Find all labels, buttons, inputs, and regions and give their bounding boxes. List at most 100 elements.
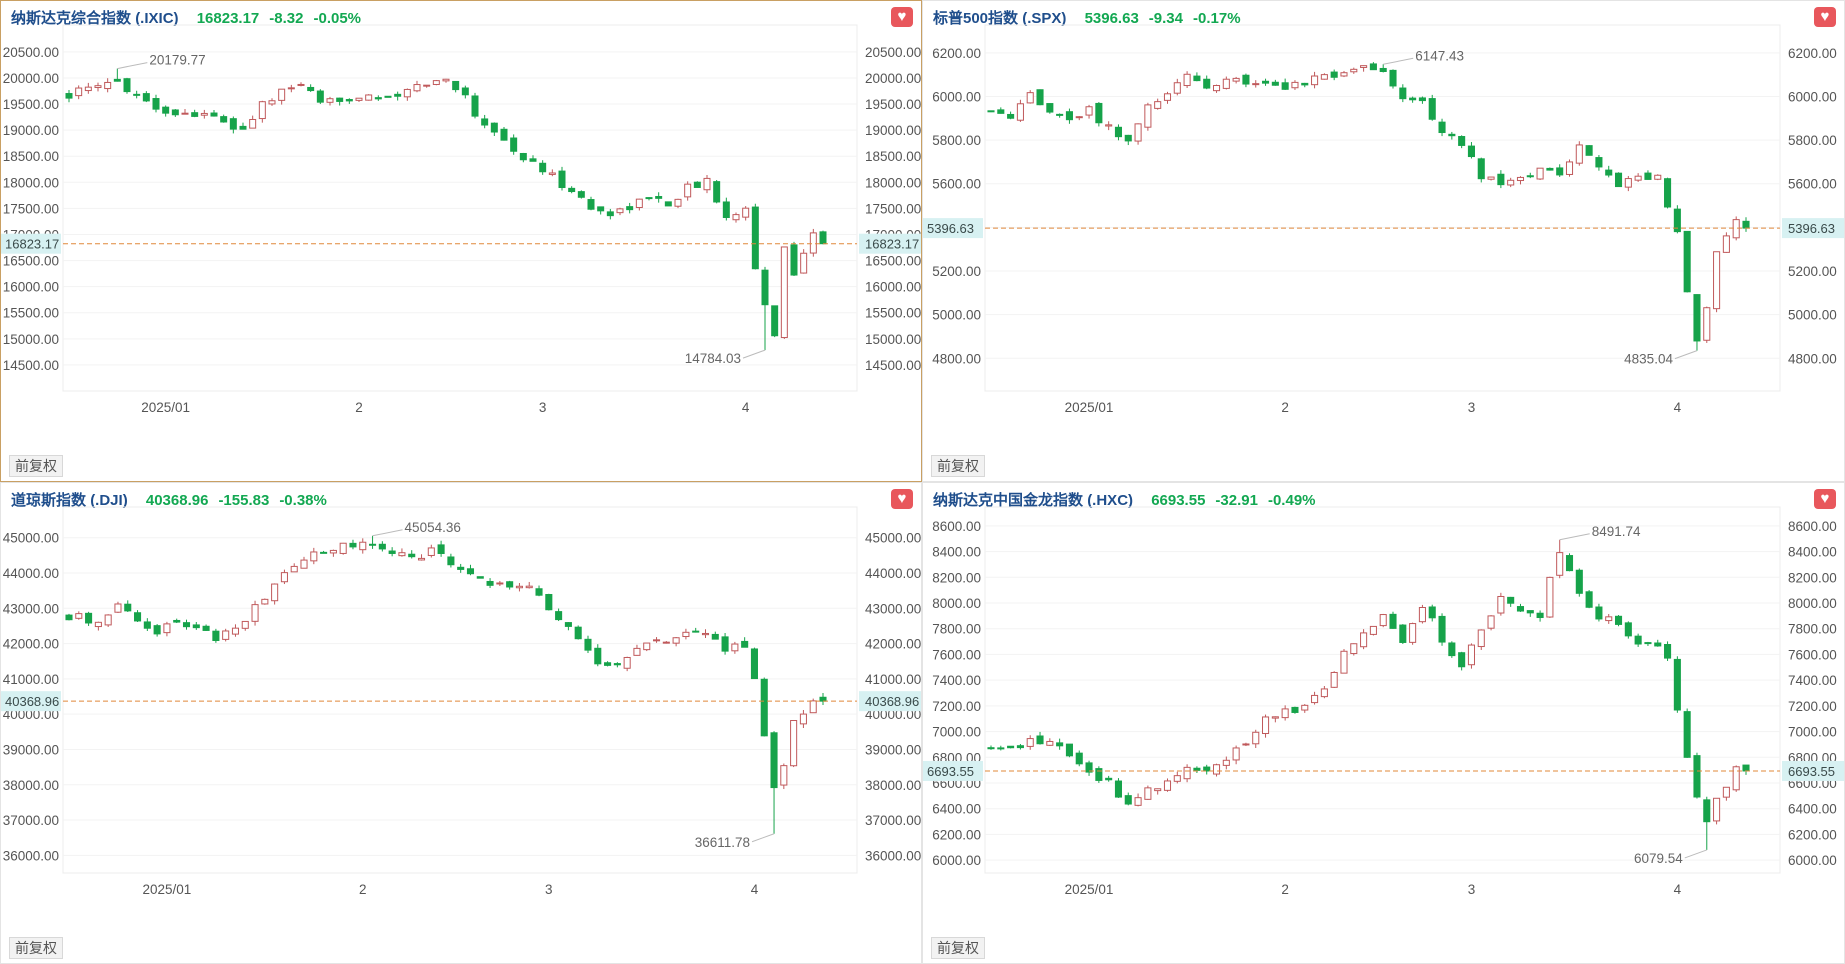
index-change: -8.32 — [269, 10, 304, 27]
chart-panel-dji[interactable]: 道琼斯指数 (.DJI) 40368.96 -155.83 -0.38% ♥ 450… — [0, 482, 922, 964]
x-tick: 4 — [1674, 400, 1682, 415]
current-price-right: 16823.17 — [865, 237, 919, 252]
adjust-button[interactable]: 前复权 — [9, 937, 63, 959]
adjust-button[interactable]: 前复权 — [931, 455, 985, 477]
candlestick-chart: 6200.00 6200.00 6000.00 6000.00 5800.00 5800.… — [923, 24, 1844, 415]
low-pointer — [1674, 350, 1698, 360]
candle-body — [1281, 708, 1289, 719]
index-name: 标普500指数 — [933, 10, 1019, 27]
candle-body — [1105, 124, 1113, 127]
candle-body — [1673, 658, 1681, 711]
candle-body — [819, 231, 827, 245]
candle-body — [1722, 235, 1730, 253]
candle-body — [476, 576, 484, 579]
y-tick-left: 44000.00 — [3, 566, 59, 581]
candle-body — [770, 732, 778, 789]
y-tick-right: 7200.00 — [1788, 699, 1837, 714]
candle-body — [65, 614, 73, 621]
candle-body — [316, 90, 324, 103]
candle-body — [1330, 71, 1338, 78]
y-tick-left: 18500.00 — [3, 149, 59, 164]
candle-body — [1311, 694, 1319, 704]
candle-body — [799, 713, 807, 725]
candle-body — [1418, 606, 1426, 623]
candle-body — [142, 93, 150, 102]
candle-body — [674, 198, 682, 207]
adjust-button[interactable]: 前复权 — [9, 455, 63, 477]
candle-body — [1693, 755, 1701, 798]
candle-body — [790, 244, 798, 276]
candle-body — [626, 206, 634, 211]
candle-body — [1683, 230, 1691, 293]
candle-body — [1154, 101, 1162, 109]
current-price-badge-left — [923, 218, 983, 239]
candle-body — [1134, 123, 1142, 142]
y-tick-left: 19000.00 — [3, 123, 59, 138]
x-tick: 2025/01 — [1065, 882, 1114, 897]
candle-body — [1654, 174, 1662, 180]
y-tick-right: 19000.00 — [865, 123, 921, 138]
chart-panel-hxc[interactable]: 纳斯达克中国金龙指数 (.HXC) 6693.55 -32.91 -0.49% ♥ … — [922, 482, 1845, 964]
candle-body — [229, 118, 237, 130]
x-tick: 2025/01 — [143, 882, 192, 897]
index-price: 6693.55 — [1151, 492, 1206, 509]
candle-body — [1222, 759, 1230, 766]
candle-body — [529, 158, 537, 162]
heart-icon[interactable]: ♥ — [1814, 7, 1836, 27]
y-tick-right: 6000.00 — [1788, 89, 1837, 104]
candle-body — [413, 84, 421, 92]
current-price-left: 6693.55 — [927, 764, 974, 779]
candle-body — [539, 162, 547, 173]
high-pointer — [372, 529, 403, 537]
candle-body — [466, 568, 475, 575]
candle-body — [481, 118, 489, 126]
candle-body — [181, 112, 189, 115]
candle-body — [192, 624, 200, 629]
candle-body — [1154, 788, 1162, 792]
heart-icon[interactable]: ♥ — [1814, 489, 1836, 509]
candle-body — [1409, 97, 1417, 101]
x-tick: 4 — [742, 400, 750, 415]
panel-header: 道琼斯指数 (.DJI) 40368.96 -155.83 -0.38% — [11, 489, 337, 510]
y-tick-left: 20500.00 — [3, 45, 59, 60]
candle-body — [771, 305, 779, 337]
candle-body — [1271, 716, 1279, 719]
candle-body — [800, 252, 808, 274]
candle-body — [349, 542, 357, 548]
high-pointer — [1559, 533, 1590, 541]
y-tick-right: 6400.00 — [1788, 802, 1837, 817]
candle-body — [1614, 615, 1623, 625]
candle-body — [1418, 97, 1426, 102]
candle-body — [1713, 797, 1721, 822]
y-tick-left: 20000.00 — [3, 71, 59, 86]
current-price-right: 6693.55 — [1788, 764, 1835, 779]
candle-body — [555, 611, 563, 621]
adjust-button[interactable]: 前复权 — [931, 937, 985, 959]
low-label: 4835.04 — [1624, 352, 1673, 367]
chart-panel-ixic[interactable]: 纳斯达克综合指数 (.IXIC) 16823.17 -8.32 -0.05% ♥ 2… — [0, 0, 922, 482]
candle-body — [568, 187, 576, 193]
y-tick-left: 41000.00 — [3, 672, 59, 687]
y-tick-left: 38000.00 — [3, 778, 59, 793]
candle-body — [163, 623, 171, 634]
candle-body — [104, 81, 112, 90]
candle-body — [1075, 752, 1083, 765]
candle-body — [1428, 98, 1436, 120]
y-tick-left: 6000.00 — [932, 89, 981, 104]
heart-icon[interactable]: ♥ — [891, 7, 913, 27]
candle-body — [1065, 743, 1073, 757]
candle-body — [1232, 747, 1240, 761]
candle-body — [307, 86, 315, 92]
chart-panel-spx[interactable]: 标普500指数 (.SPX) 5396.63 -9.34 -0.17% ♥ 6200… — [922, 0, 1845, 482]
candle-body — [1222, 78, 1230, 89]
candle-body — [1301, 704, 1309, 711]
candle-body — [123, 78, 131, 93]
candle-body — [1467, 145, 1475, 158]
heart-icon[interactable]: ♥ — [891, 489, 913, 509]
index-name: 道琼斯指数 — [11, 492, 87, 509]
candle-body — [1114, 780, 1123, 798]
y-tick-right: 8000.00 — [1788, 596, 1837, 611]
candle-body — [300, 559, 308, 569]
candle-body — [1056, 113, 1064, 116]
low-label: 36611.78 — [695, 835, 750, 850]
